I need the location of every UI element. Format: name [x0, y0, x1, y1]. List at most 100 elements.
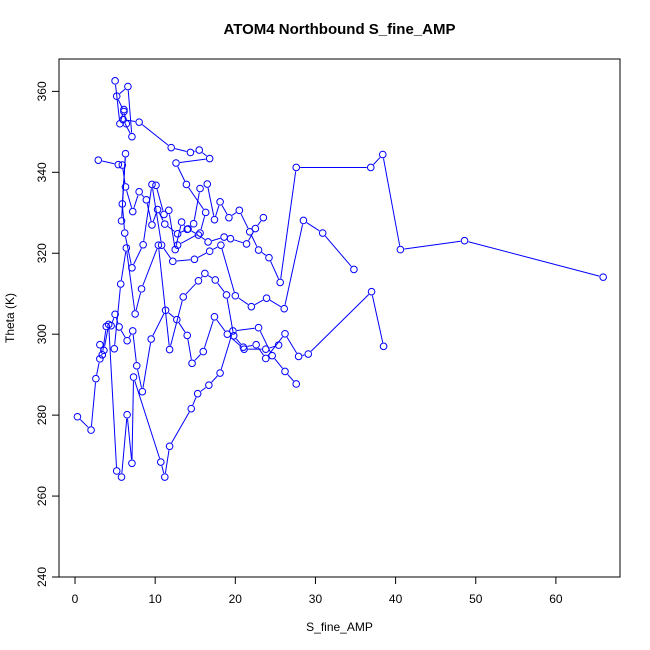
data-point — [98, 351, 107, 359]
data-point — [378, 150, 387, 159]
data-point — [111, 77, 119, 85]
data-point — [142, 196, 151, 204]
series-segment — [468, 241, 600, 277]
data-point — [265, 253, 273, 262]
data-point — [196, 229, 204, 237]
data-point — [396, 245, 405, 254]
data-point — [254, 246, 263, 254]
data-point — [169, 257, 177, 266]
series-segment — [127, 90, 133, 133]
series-segment — [216, 319, 226, 332]
series-segment — [254, 299, 264, 306]
data-point — [211, 276, 220, 284]
data-point — [96, 340, 104, 349]
data-point — [148, 221, 156, 229]
data-point — [235, 206, 244, 215]
data-point — [157, 241, 166, 249]
series-segment — [171, 411, 190, 444]
series-segment — [132, 334, 137, 362]
data-point — [240, 345, 248, 353]
series-segment — [261, 251, 267, 256]
data-point — [599, 273, 607, 281]
data-point — [210, 215, 219, 224]
series-segment — [120, 251, 127, 281]
data-point — [124, 82, 132, 91]
data-point — [195, 146, 204, 154]
data-point — [379, 342, 388, 351]
series-segment — [284, 224, 304, 305]
x-tick-label: 30 — [309, 592, 323, 606]
x-tick-label: 40 — [389, 592, 403, 606]
data-point — [281, 329, 289, 338]
series-segment — [259, 331, 271, 353]
series-segment — [404, 240, 461, 250]
series-segment — [179, 158, 206, 163]
series-segment — [192, 397, 197, 406]
data-point — [350, 265, 358, 274]
series-2 — [94, 156, 268, 248]
data-point — [118, 161, 127, 169]
series-segment — [287, 374, 294, 382]
series-segment — [306, 222, 320, 232]
data-point — [120, 105, 128, 114]
data-point — [205, 247, 214, 256]
series-segment — [188, 187, 204, 210]
y-tick-label: 260 — [35, 486, 49, 506]
series-segment — [127, 418, 133, 460]
data-point — [280, 304, 289, 313]
data-point — [299, 216, 308, 225]
series-segment — [143, 188, 152, 241]
y-tick-label: 280 — [35, 405, 49, 425]
x-tick-label: 10 — [148, 592, 162, 606]
data-point — [183, 225, 192, 234]
x-tick-label: 0 — [72, 592, 79, 606]
y-tick-label: 360 — [35, 81, 49, 101]
data-point — [173, 315, 181, 324]
series-segment — [119, 88, 126, 94]
data-point — [123, 336, 131, 345]
data-point — [177, 218, 186, 226]
series-segment — [201, 236, 206, 240]
series-segment — [115, 318, 119, 324]
data-point — [274, 341, 283, 349]
data-point — [128, 207, 137, 216]
data-point — [123, 410, 131, 419]
data-point — [216, 369, 224, 377]
series-segment — [168, 312, 175, 318]
series-segment — [383, 158, 401, 246]
data-point — [111, 310, 119, 319]
series-segment — [137, 369, 142, 388]
series-segment — [226, 298, 234, 332]
series-1 — [111, 77, 214, 249]
data-point — [201, 269, 209, 278]
series-segment — [133, 248, 142, 265]
series-segment — [115, 84, 120, 120]
data-point — [153, 205, 162, 214]
series-segment — [178, 322, 186, 333]
data-point — [104, 320, 113, 329]
series-segment — [101, 353, 103, 356]
series-segment — [274, 358, 283, 369]
series-segment — [167, 226, 175, 232]
data-point — [196, 184, 204, 193]
series-segment — [240, 213, 249, 229]
data-point — [117, 217, 126, 225]
data-point — [252, 340, 260, 349]
data-point — [217, 241, 225, 249]
chart-title: ATOM4 Northbound S_fine_AMP — [224, 21, 456, 38]
data-point — [216, 198, 224, 206]
data-point — [229, 327, 237, 335]
data-point — [222, 291, 231, 299]
data-point — [261, 354, 270, 363]
data-point — [245, 228, 254, 236]
data-point — [160, 210, 168, 219]
series-segment — [111, 317, 115, 323]
data-point — [115, 323, 123, 331]
y-tick-label: 240 — [35, 567, 49, 587]
data-point — [137, 285, 146, 293]
x-tick-label: 50 — [469, 592, 483, 606]
series-layer — [73, 77, 607, 481]
data-point — [116, 280, 125, 288]
data-point — [112, 92, 121, 101]
data-point — [247, 302, 256, 311]
